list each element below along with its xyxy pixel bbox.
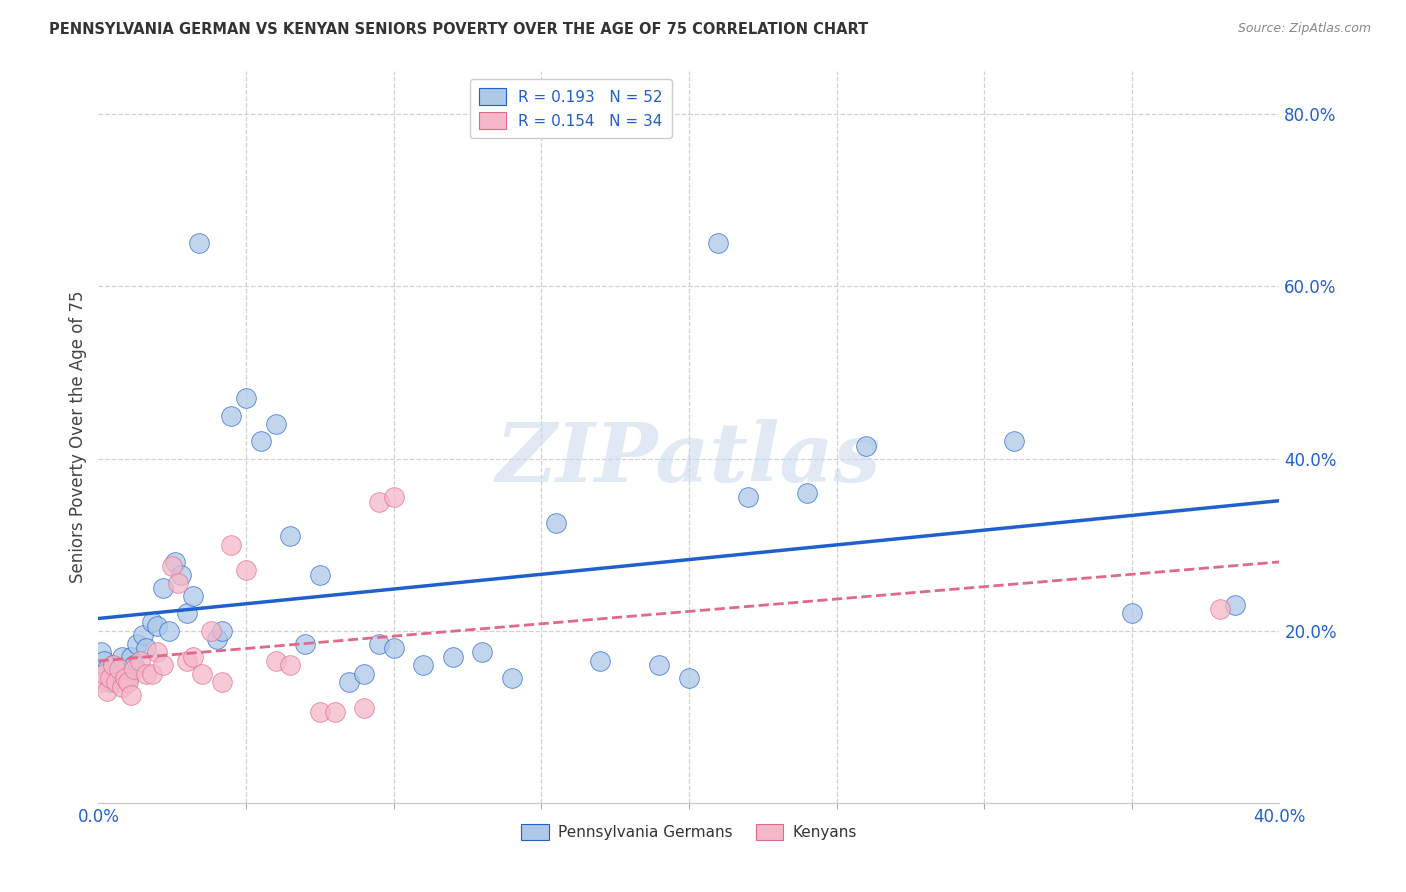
- Point: [170, 567, 193, 582]
- Point: [471, 645, 494, 659]
- Point: [707, 236, 730, 251]
- Point: [309, 567, 332, 582]
- Point: [176, 654, 198, 668]
- Text: Source: ZipAtlas.com: Source: ZipAtlas.com: [1237, 22, 1371, 36]
- Point: [117, 671, 139, 685]
- Point: [678, 671, 700, 685]
- Point: [250, 434, 273, 449]
- Point: [141, 615, 163, 629]
- Point: [280, 529, 302, 543]
- Point: [103, 658, 125, 673]
- Point: [181, 589, 204, 603]
- Text: PENNSYLVANIA GERMAN VS KENYAN SENIORS POVERTY OVER THE AGE OF 75 CORRELATION CHA: PENNSYLVANIA GERMAN VS KENYAN SENIORS PO…: [49, 22, 869, 37]
- Point: [165, 555, 187, 569]
- Point: [90, 675, 112, 690]
- Point: [114, 662, 136, 676]
- Point: [855, 439, 877, 453]
- Point: [157, 624, 180, 638]
- Point: [111, 680, 134, 694]
- Point: [176, 607, 198, 621]
- Point: [1209, 602, 1232, 616]
- Point: [294, 637, 316, 651]
- Point: [368, 637, 391, 651]
- Point: [211, 624, 233, 638]
- Point: [128, 654, 150, 668]
- Point: [111, 649, 134, 664]
- Point: [141, 666, 163, 681]
- Point: [125, 637, 148, 651]
- Point: [105, 675, 128, 690]
- Point: [187, 236, 209, 251]
- Point: [589, 654, 612, 668]
- Point: [108, 666, 131, 681]
- Point: [211, 675, 233, 690]
- Point: [93, 666, 115, 681]
- Point: [200, 624, 222, 638]
- Point: [353, 666, 375, 681]
- Point: [108, 662, 131, 676]
- Legend: Pennsylvania Germans, Kenyans: Pennsylvania Germans, Kenyans: [515, 817, 863, 847]
- Point: [339, 675, 361, 690]
- Point: [96, 662, 118, 676]
- Point: [264, 654, 287, 668]
- Point: [353, 701, 375, 715]
- Point: [235, 564, 257, 578]
- Point: [120, 688, 142, 702]
- Point: [135, 666, 157, 681]
- Point: [323, 706, 346, 720]
- Point: [1002, 434, 1025, 449]
- Point: [191, 666, 214, 681]
- Point: [152, 658, 174, 673]
- Point: [135, 640, 157, 655]
- Point: [120, 649, 142, 664]
- Point: [309, 706, 332, 720]
- Point: [146, 645, 169, 659]
- Point: [235, 392, 257, 406]
- Point: [132, 628, 155, 642]
- Point: [205, 632, 228, 647]
- Point: [162, 559, 183, 574]
- Text: ZIPatlas: ZIPatlas: [496, 419, 882, 499]
- Point: [98, 671, 121, 685]
- Point: [1121, 607, 1143, 621]
- Point: [382, 640, 405, 655]
- Y-axis label: Seniors Poverty Over the Age of 75: Seniors Poverty Over the Age of 75: [69, 291, 87, 583]
- Point: [412, 658, 434, 673]
- Point: [105, 671, 128, 685]
- Point: [146, 619, 169, 633]
- Point: [368, 494, 391, 508]
- Point: [648, 658, 671, 673]
- Point: [501, 671, 523, 685]
- Point: [382, 491, 405, 505]
- Point: [103, 658, 125, 673]
- Point: [122, 662, 145, 676]
- Point: [1225, 598, 1247, 612]
- Point: [117, 675, 139, 690]
- Point: [98, 675, 121, 690]
- Point: [441, 649, 464, 664]
- Point: [546, 516, 568, 530]
- Point: [796, 486, 818, 500]
- Point: [181, 649, 204, 664]
- Point: [221, 538, 243, 552]
- Point: [737, 491, 759, 505]
- Point: [90, 645, 112, 659]
- Point: [221, 409, 243, 423]
- Point: [152, 581, 174, 595]
- Point: [280, 658, 302, 673]
- Point: [93, 654, 115, 668]
- Point: [96, 684, 118, 698]
- Point: [167, 576, 190, 591]
- Point: [264, 417, 287, 432]
- Point: [114, 671, 136, 685]
- Point: [122, 658, 145, 673]
